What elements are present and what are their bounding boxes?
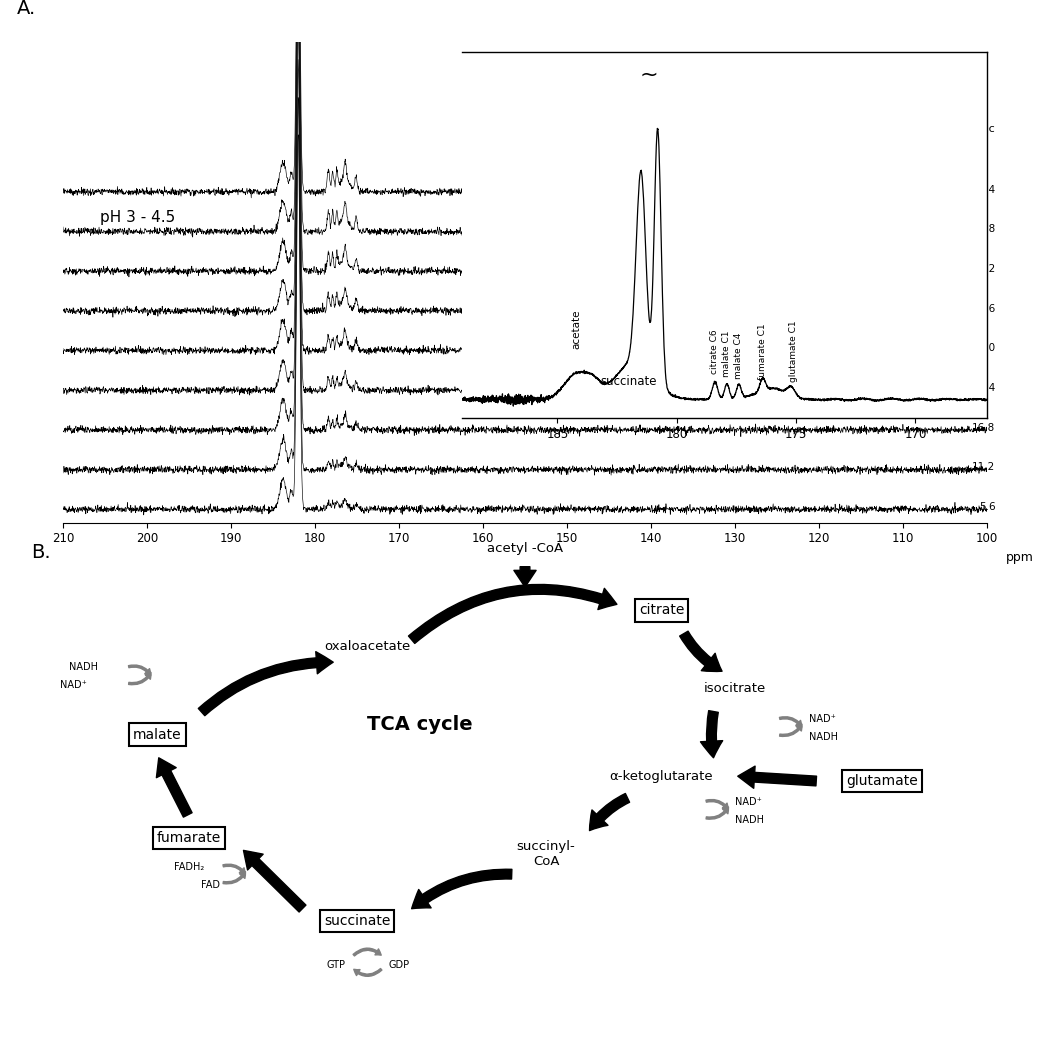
Text: NADH: NADH [735,815,764,825]
FancyArrowPatch shape [412,869,512,909]
Text: NAD⁺: NAD⁺ [735,797,762,807]
Text: ~: ~ [640,65,658,85]
Text: succinate: succinate [601,375,657,388]
Text: FAD: FAD [201,880,219,889]
Text: malate C4: malate C4 [734,332,743,378]
Text: NAD⁺: NAD⁺ [808,714,836,724]
Text: fumarate: fumarate [156,831,222,845]
Text: isocitrate: isocitrate [704,681,766,695]
FancyArrowPatch shape [408,584,617,644]
FancyArrowPatch shape [128,672,151,684]
FancyArrowPatch shape [353,948,381,956]
Text: malate: malate [133,727,182,742]
Text: 11.2: 11.2 [972,462,995,472]
FancyArrowPatch shape [779,717,802,727]
Text: 22.4: 22.4 [972,382,995,393]
FancyArrowPatch shape [128,665,151,675]
FancyArrowPatch shape [198,652,333,716]
Text: GDP: GDP [388,959,410,970]
Text: succinate: succinate [323,914,391,928]
Text: 39.2: 39.2 [972,264,995,274]
Text: FADH₂: FADH₂ [174,861,204,872]
Text: NADH: NADH [808,733,838,742]
FancyArrowPatch shape [706,799,729,810]
Text: fumarate C1: fumarate C1 [758,323,768,380]
Text: 28.0: 28.0 [972,344,995,353]
Text: 16.8: 16.8 [972,422,995,433]
Text: acetate: acetate [571,309,582,349]
FancyArrowPatch shape [679,631,722,672]
Text: malate C1: malate C1 [722,331,732,377]
FancyArrowPatch shape [223,864,246,875]
FancyArrowPatch shape [244,851,306,912]
FancyArrowPatch shape [156,758,192,817]
Text: glutamate: glutamate [846,774,918,788]
FancyArrowPatch shape [223,872,246,884]
FancyArrowPatch shape [354,969,382,976]
Text: glutamate C1: glutamate C1 [790,320,798,381]
FancyArrowPatch shape [700,711,722,758]
Text: A.: A. [17,0,36,18]
FancyArrowPatch shape [779,724,802,737]
Text: citrate C6: citrate C6 [711,329,719,374]
Text: TCA cycle: TCA cycle [368,715,472,734]
Text: NAD⁺: NAD⁺ [60,680,87,691]
FancyArrowPatch shape [513,566,537,587]
Text: oxaloacetate: oxaloacetate [324,641,411,653]
Text: citrate: citrate [638,604,685,618]
Text: acetyl -CoA: acetyl -CoA [487,542,563,555]
Text: 44.8: 44.8 [972,225,995,234]
Text: succinyl-
CoA: succinyl- CoA [517,839,575,867]
Text: 50.4: 50.4 [972,185,995,194]
Text: 33.6: 33.6 [972,304,995,314]
Text: B.: B. [32,543,51,562]
Text: α-ketoglutarate: α-ketoglutarate [610,769,713,783]
Text: ppm: ppm [1006,552,1033,564]
Text: pH 3 - 4.5: pH 3 - 4.5 [100,210,175,225]
FancyArrowPatch shape [589,793,630,831]
Text: 5.6: 5.6 [979,502,995,512]
Text: GTP: GTP [327,959,345,970]
FancyArrowPatch shape [738,766,817,788]
Text: NADH: NADH [69,663,99,672]
FancyArrowPatch shape [706,807,729,819]
Text: sec: sec [976,124,995,135]
